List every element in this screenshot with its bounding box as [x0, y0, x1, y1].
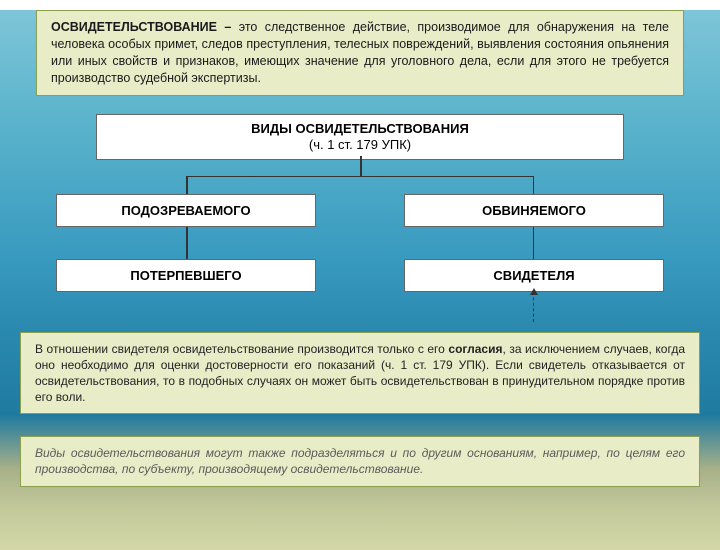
types-diagram: ВИДЫ ОСВИДЕТЕЛЬСТВОВАНИЯ (ч. 1 ст. 179 У… — [36, 114, 684, 314]
item-suspect: ПОДОЗРЕВАЕМОГО — [56, 194, 316, 227]
connector-vert-right-2 — [533, 226, 535, 259]
dashed-connector — [533, 292, 534, 322]
item-accused: ОБВИНЯЕМОГО — [404, 194, 664, 227]
connector-vert-right-1 — [533, 176, 535, 194]
note-prefix: В отношении свидетеля освидетельствовани… — [35, 342, 448, 356]
definition-term: ОСВИДЕТЕЛЬСТВОВАНИЕ – — [51, 20, 231, 34]
connector-horizontal-top — [186, 176, 534, 178]
diagram-title-sub: (ч. 1 ст. 179 УПК) — [105, 137, 615, 153]
diagram-title-box: ВИДЫ ОСВИДЕТЕЛЬСТВОВАНИЯ (ч. 1 ст. 179 У… — [96, 114, 624, 161]
connector-vert-left-1 — [186, 176, 188, 194]
slide-container: ОСВИДЕТЕЛЬСТВОВАНИЕ – это следственное д… — [0, 10, 720, 550]
definition-panel: ОСВИДЕТЕЛЬСТВОВАНИЕ – это следственное д… — [36, 10, 684, 96]
connector-vert-left-2 — [186, 226, 188, 259]
arrow-up-icon — [530, 288, 538, 295]
note-highlight: согласия — [448, 342, 502, 356]
italic-note-text: Виды освидетельствования могут также под… — [35, 446, 685, 476]
connector-vertical-center — [360, 156, 362, 176]
additional-note-panel: Виды освидетельствования могут также под… — [20, 436, 700, 486]
diagram-title-main: ВИДЫ ОСВИДЕТЕЛЬСТВОВАНИЯ — [105, 121, 615, 137]
item-victim: ПОТЕРПЕВШЕГО — [56, 259, 316, 292]
witness-note-panel: В отношении свидетеля освидетельствовани… — [20, 332, 700, 415]
